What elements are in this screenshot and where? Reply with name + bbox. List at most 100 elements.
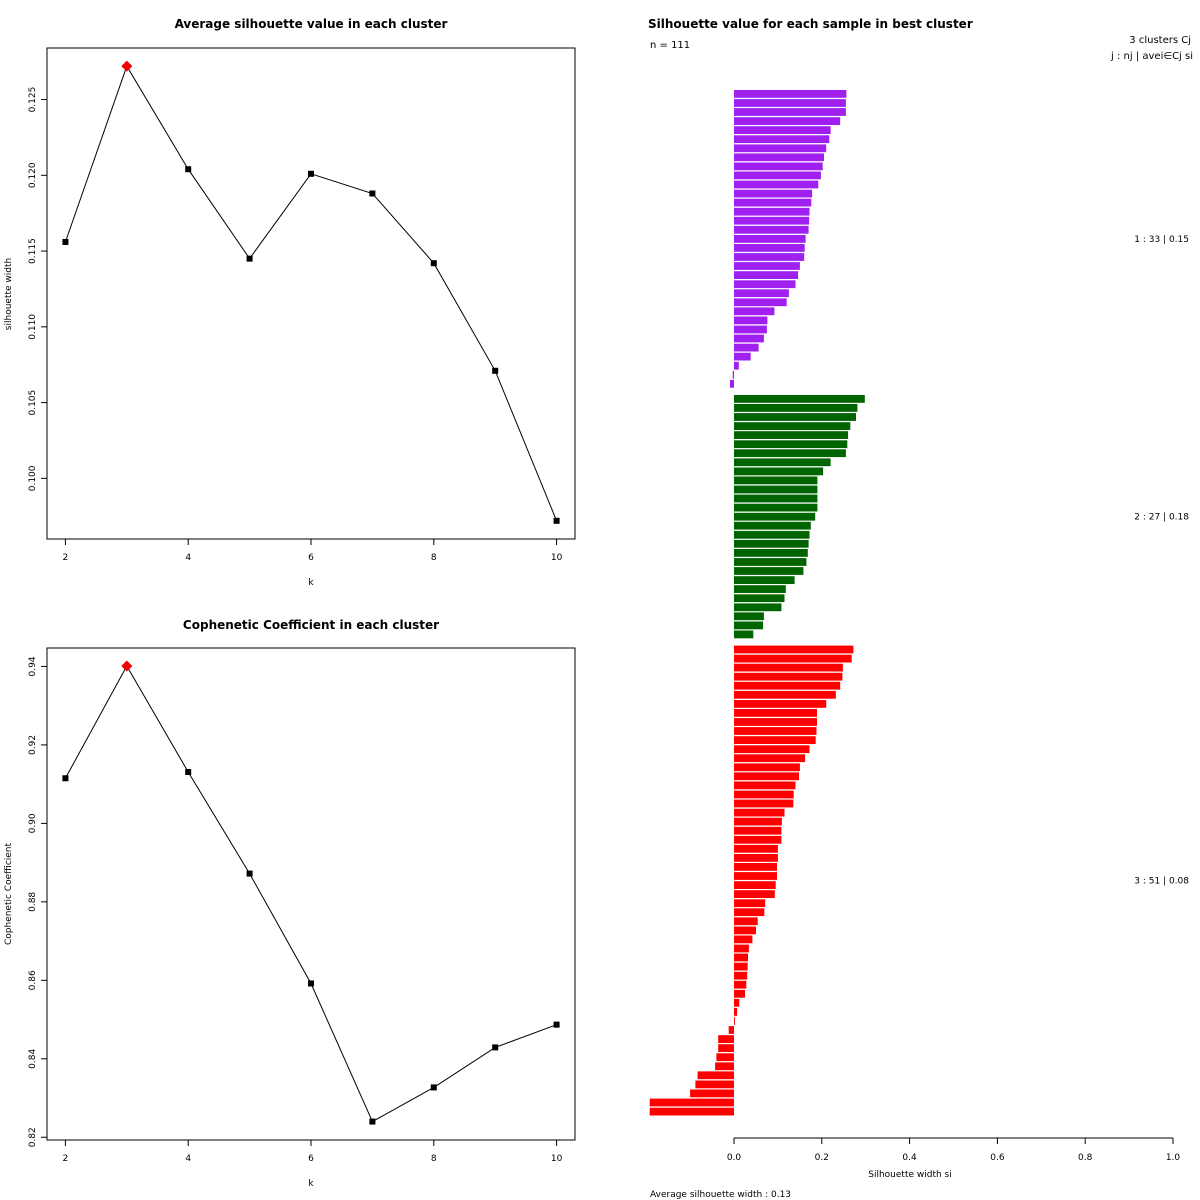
silhouette-bar-cluster-2: [734, 558, 807, 566]
cophenetic-ytick-label: 0.88: [28, 892, 38, 912]
silhouette-bar-cluster-3: [734, 736, 816, 744]
silhouette-bar-cluster-3: [728, 1026, 734, 1034]
avg-silhouette-point: [308, 170, 314, 177]
silhouette-bar-cluster-3: [734, 926, 756, 935]
cophenetic-ytick-label: 0.92: [28, 735, 38, 755]
avg-silhouette-point: [553, 517, 560, 524]
cophenetic-xtick-label: 4: [185, 1154, 191, 1164]
average-silhouette-footer: Average silhouette width : 0.13: [650, 1190, 791, 1200]
silhouette-bar-cluster-1: [734, 144, 827, 153]
cophenetic-ylabel: Cophenetic Coefficient: [4, 842, 14, 945]
silhouette-bar-cluster-3: [734, 817, 782, 826]
cophenetic-ytick-label: 0.94: [28, 656, 38, 676]
cophenetic-ytick-label: 0.84: [28, 1048, 38, 1068]
silhouette-bar-cluster-2: [734, 539, 809, 548]
silhouette-bar-cluster-1: [734, 90, 847, 98]
silhouette-bar-cluster-2: [734, 395, 865, 403]
silhouette-bar-cluster-3: [734, 709, 817, 717]
silhouette-bars-xtick-label: 0.2: [815, 1153, 829, 1163]
silhouette-bar-cluster-1: [734, 135, 830, 144]
silhouette-bar-cluster-3: [734, 1017, 735, 1025]
silhouette-bars-title: Silhouette value for each sample in best…: [648, 17, 973, 31]
silhouette-bars-xtick-label: 0.6: [990, 1153, 1005, 1163]
cophenetic-xtick-label: 2: [63, 1154, 69, 1164]
silhouette-bar-cluster-1: [734, 153, 824, 162]
silhouette-bar-cluster-1: [734, 108, 846, 116]
silhouette-bar-cluster-1: [734, 361, 739, 370]
silhouette-bar-cluster-1: [734, 334, 764, 343]
cophenetic-point: [62, 775, 69, 782]
silhouette-bar-cluster-1: [732, 370, 734, 379]
avg-silhouette-ytick-label: 0.125: [28, 87, 38, 113]
avg-silhouette-ytick-label: 0.100: [28, 465, 38, 491]
avg-silhouette-xlabel: k: [308, 578, 314, 588]
cophenetic-point: [185, 768, 192, 775]
clusters-legend-header: 3 clusters Cj: [1129, 35, 1191, 46]
silhouette-bar-cluster-1: [734, 289, 789, 298]
silhouette-bar-cluster-3: [716, 1053, 734, 1062]
silhouette-bar-cluster-1: [734, 298, 787, 307]
cophenetic-panel: Cophenetic Coefficient in each cluster 2…: [4, 618, 576, 1189]
silhouette-bar-cluster-3: [734, 718, 817, 726]
silhouette-bars-xtick-label: 0.0: [727, 1153, 742, 1163]
silhouette-bar-cluster-2: [734, 549, 808, 557]
silhouette-bar-cluster-3: [734, 654, 852, 663]
silhouette-bar-cluster-2: [734, 413, 856, 421]
silhouette-bar-cluster-1: [734, 162, 823, 171]
silhouette-bar-cluster-2: [734, 440, 848, 449]
avg-silhouette-point: [369, 190, 376, 197]
silhouette-bar-cluster-2: [734, 585, 786, 593]
silhouette-bar-cluster-3: [734, 844, 778, 853]
silhouette-bar-cluster-2: [734, 476, 818, 485]
cophenetic-xtick-label: 10: [551, 1154, 563, 1164]
silhouette-bar-cluster-1: [734, 262, 800, 270]
silhouette-bar-cluster-3: [734, 754, 806, 763]
cophenetic-point: [369, 1118, 376, 1125]
silhouette-bar-cluster-2: [734, 567, 804, 575]
silhouette-bars-xtick-label: 0.8: [1078, 1153, 1093, 1163]
clusters-legend-subheader: j : nj | avei∈Cj si: [1110, 51, 1193, 62]
silhouette-bar-cluster-3: [697, 1071, 734, 1080]
silhouette-bar-cluster-3: [734, 799, 794, 808]
silhouette-bar-cluster-2: [734, 594, 785, 603]
cophenetic-title: Cophenetic Coefficient in each cluster: [183, 618, 439, 632]
silhouette-bar-cluster-3: [734, 989, 745, 998]
avg-silhouette-ytick-label: 0.120: [28, 162, 38, 188]
silhouette-bar-cluster-2: [734, 512, 816, 521]
silhouette-bars-xlabel: Silhouette width si: [868, 1170, 951, 1180]
cophenetic-xtick-label: 6: [308, 1154, 314, 1164]
cluster-1-label: 1 : 33 | 0.15: [1134, 235, 1189, 245]
silhouette-bar-cluster-3: [734, 690, 836, 699]
silhouette-bar-cluster-2: [734, 458, 831, 467]
silhouette-bar-cluster-3: [734, 917, 758, 926]
avg-silhouette-title: Average silhouette value in each cluster: [175, 17, 448, 31]
silhouette-bar-cluster-3: [734, 881, 776, 889]
avg-silhouette-ylabel: silhouette width: [4, 258, 14, 330]
silhouette-bar-cluster-2: [734, 612, 764, 621]
silhouette-bar-cluster-1: [734, 117, 841, 125]
silhouette-bar-cluster-1: [734, 207, 810, 216]
avg-silhouette-best-point: [121, 60, 133, 72]
silhouette-bar-cluster-1: [734, 352, 751, 361]
silhouette-bar-cluster-3: [734, 745, 810, 754]
cophenetic-point: [553, 1021, 560, 1028]
cophenetic-point: [246, 870, 253, 877]
silhouette-bar-cluster-1: [734, 244, 805, 252]
silhouette-bar-cluster-3: [690, 1089, 734, 1098]
silhouette-bar-cluster-1: [734, 280, 796, 289]
silhouette-bar-cluster-3: [734, 899, 766, 908]
silhouette-bar-cluster-3: [734, 1008, 738, 1016]
silhouette-bar-cluster-1: [734, 180, 819, 189]
avg-silhouette-point: [185, 166, 192, 173]
avg-silhouette-point: [430, 260, 437, 267]
silhouette-bar-cluster-3: [734, 854, 778, 862]
silhouette-bar-cluster-3: [734, 808, 785, 817]
avg-silhouette-ytick-label: 0.105: [28, 390, 38, 416]
avg-silhouette-xtick-label: 10: [551, 553, 563, 563]
cophenetic-ytick-label: 0.86: [28, 970, 38, 990]
sample-count-label: n = 111: [650, 40, 690, 51]
silhouette-bar-cluster-2: [734, 467, 824, 476]
silhouette-bar-cluster-3: [715, 1062, 734, 1071]
